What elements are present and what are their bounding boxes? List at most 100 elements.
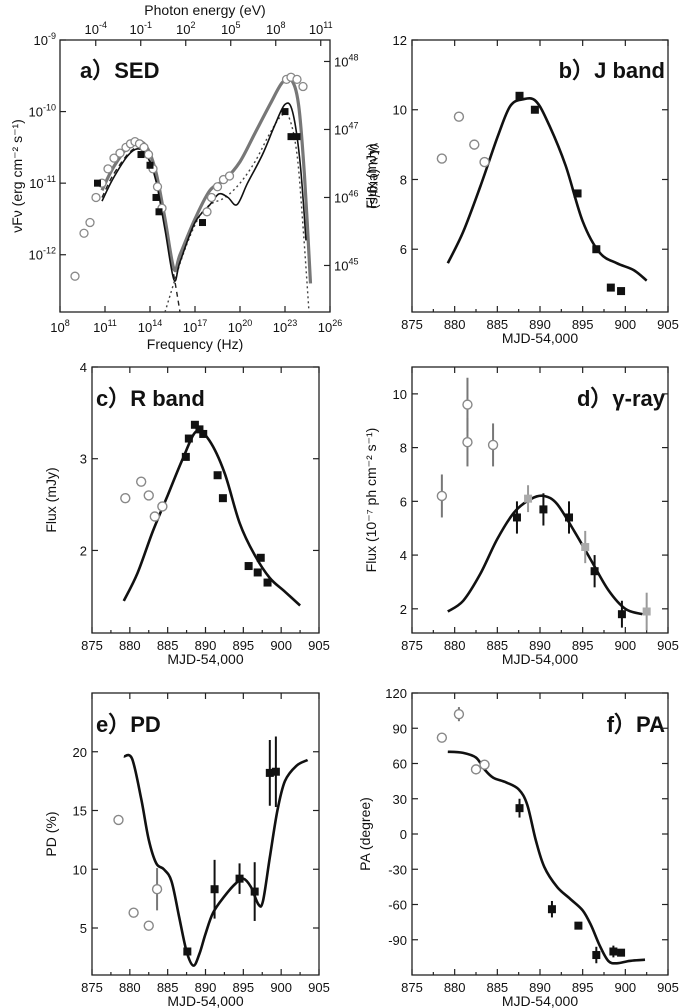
filled-data-point [210, 885, 219, 894]
y-tick-label: 30 [393, 792, 407, 807]
x-tick-label: 890 [529, 638, 551, 653]
y-axis-label: Flux (mJy) [43, 467, 59, 532]
y-tick-label-exp: -9 [48, 31, 56, 41]
x-tick-label: 885 [486, 638, 508, 653]
x-axis-label: Frequency (Hz) [147, 336, 243, 352]
sed-filled-point [287, 133, 295, 141]
sed-model-solid-curve [101, 102, 307, 282]
x-tick-label: 1023 [273, 318, 297, 335]
open-data-point [462, 399, 473, 410]
y-tick-label: 10 [393, 387, 407, 402]
filled-data-point [609, 947, 618, 956]
y-tick-label: 10-10 [29, 103, 56, 120]
y-tick-label: -60 [388, 898, 407, 913]
sed-filled-point [293, 133, 301, 141]
x-tick-label-base: 10 [273, 320, 287, 335]
open-data-point [462, 437, 473, 448]
x-tick-label: 905 [308, 638, 330, 653]
sed-open-point [115, 148, 125, 158]
x-tick-label: 905 [308, 980, 330, 995]
sed-open-point [202, 207, 212, 217]
x-tick-label: 875 [401, 317, 423, 332]
filled-data-point [195, 425, 204, 434]
y-axis-label: νFν (erg cm⁻² s⁻¹) [9, 119, 25, 233]
x-tick-label-base: 10 [183, 320, 197, 335]
filled-data-point [253, 568, 262, 577]
sed-open-point [152, 182, 163, 192]
y-tick-label: 10-11 [29, 174, 56, 191]
right-tick-label-exp: 48 [348, 52, 358, 62]
filled-data-point [515, 804, 524, 813]
filled-data-point [271, 767, 280, 776]
filled-data-point [617, 287, 626, 296]
filled-data-point [512, 513, 521, 522]
right-tick-label-base: 10 [334, 122, 348, 137]
right-tick-label: 1047 [334, 120, 358, 137]
filled-data-point [244, 562, 253, 571]
filled-data-point [218, 494, 227, 503]
filled-data-point [235, 874, 244, 883]
top-tick-label-base: 10 [309, 22, 323, 37]
top-tick-label-exp: -4 [99, 20, 107, 30]
open-data-point [469, 139, 480, 150]
x-tick-label: 895 [232, 638, 254, 653]
top-tick-label-exp: 8 [280, 20, 285, 30]
sed-open-point [79, 228, 89, 238]
right-tick-label-base: 10 [334, 190, 348, 205]
right-axis-label: νLν (erg/s) [367, 143, 383, 209]
y-tick-label: -30 [388, 862, 407, 877]
open-data-point [436, 732, 448, 743]
gray-data-point [642, 607, 651, 616]
right-tick-label-exp: 45 [348, 256, 358, 266]
x-tick-label: 880 [119, 638, 141, 653]
model-curve [447, 494, 643, 616]
filled-data-point [565, 513, 574, 522]
y-tick-label: 90 [393, 721, 407, 736]
open-data-point [479, 156, 490, 168]
filled-data-point [184, 434, 193, 443]
filled-data-point [617, 610, 626, 619]
x-tick-label: 900 [270, 638, 292, 653]
y-tick-label: 4 [80, 360, 87, 375]
open-data-point [436, 490, 448, 502]
x-tick-label: 900 [270, 980, 292, 995]
x-tick-label: 890 [195, 638, 217, 653]
top-axis-label: Photon energy (eV) [144, 2, 265, 18]
sed-filled-point [199, 219, 206, 227]
filled-data-point [592, 951, 601, 960]
x-tick-label: 900 [614, 638, 636, 653]
y-tick-label: 6 [400, 242, 407, 257]
y-tick-label-exp: -11 [44, 174, 56, 184]
sed-filled-point [152, 193, 160, 201]
y-axis-label: PD (%) [43, 811, 59, 856]
x-tick-label: 880 [444, 317, 466, 332]
x-tick-label: 875 [401, 980, 423, 995]
sed-open-point [91, 192, 101, 203]
filled-data-point [515, 91, 524, 100]
x-tick-label: 885 [486, 980, 508, 995]
sed-open-point [109, 153, 119, 163]
filled-data-point [181, 452, 190, 461]
filled-data-point [573, 189, 582, 198]
open-data-point [453, 708, 465, 720]
x-tick-label: 1011 [93, 318, 117, 335]
y-tick-label: 5 [80, 921, 87, 936]
y-tick-label: 0 [400, 827, 407, 842]
y-tick-label-exp: -10 [43, 103, 56, 113]
panel-label: b）J band [559, 58, 665, 83]
y-tick-label: 2 [400, 602, 407, 617]
y-tick-label-base: 10 [29, 176, 43, 191]
panel-label: d）γ-ray [577, 386, 666, 411]
filled-data-point [547, 905, 556, 914]
model-curve [446, 97, 648, 282]
top-tick-label-exp: 11 [323, 20, 332, 30]
x-axis-label: MJD-54,000 [502, 330, 578, 346]
right-tick-label-exp: 46 [348, 188, 358, 198]
sed-open-point [212, 182, 223, 192]
open-data-point [487, 439, 499, 451]
model-curve [122, 429, 301, 607]
open-data-point [151, 884, 163, 895]
sed-filled-point [281, 108, 289, 116]
sed-filled-point [94, 179, 101, 187]
x-tick-label-base: 10 [318, 320, 332, 335]
